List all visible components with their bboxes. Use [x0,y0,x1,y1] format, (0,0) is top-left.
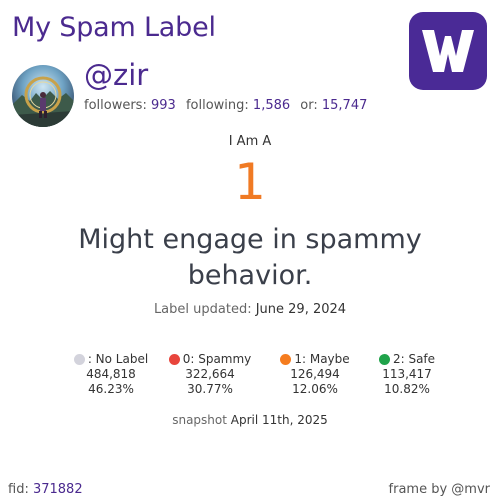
followers-label: followers: [84,98,147,113]
fid-label: fid: [8,482,29,497]
snapshot-info: snapshot April 11th, 2025 [0,413,500,427]
red-dot-icon [168,354,180,365]
label-description: Might engage in spammy behavior. [78,224,422,291]
legend-item-spammy: 0: Spammy 322,664 30.77% [155,352,265,397]
grey-dot-icon [73,354,85,365]
label-updated: Label updated: June 29, 2024 [0,302,500,317]
profile-handle[interactable]: @zir [84,58,149,92]
avatar [12,65,74,127]
or-label: or: [300,98,318,113]
legend-percent: 30.77% [187,382,233,396]
legend-item-maybe: 1: Maybe 126,494 12.06% [260,352,370,397]
label-updated-date: June 29, 2024 [255,302,347,317]
orange-dot-icon [280,354,292,365]
followers-count: 993 [150,98,176,113]
frame-credit[interactable]: frame by @mvr [388,482,490,497]
or-count: 15,747 [321,98,368,113]
legend-count: 322,664 [185,367,235,381]
legend-label: : No Label [87,352,149,366]
legend-item-no-label: : No Label 484,818 46.23% [56,352,166,397]
snapshot-date: April 11th, 2025 [230,413,328,427]
legend-percent: 12.06% [292,382,338,396]
legend-label: 0: Spammy [182,352,252,366]
label-distribution-legend: : No Label 484,818 46.23% 0: Spammy 322,… [0,352,500,402]
legend-percent: 10.82% [384,382,430,396]
legend-count: 113,417 [382,367,432,381]
w-logo-glyph [422,30,474,72]
legend-count: 126,494 [290,367,340,381]
fid-value: 371882 [32,482,83,497]
page-title: My Spam Label [12,12,216,43]
label-intro: I Am A [228,134,272,149]
legend-label: 1: Maybe [294,352,350,366]
following-count: 1,586 [252,98,291,113]
spam-label-value: 1 [234,153,266,211]
snapshot-label: snapshot [172,413,227,427]
label-updated-text: Label updated: [153,302,252,317]
legend-label: 2: Safe [392,352,436,366]
legend-item-safe: 2: Safe 113,417 10.82% [352,352,462,397]
legend-count: 484,818 [86,367,136,381]
profile-stats: followers: 993 following: 1,586 or: 15,7… [84,98,367,113]
fid-info: fid: 371882 [8,482,83,497]
legend-percent: 46.23% [88,382,134,396]
following-label: following: [185,98,249,113]
warpcast-logo-icon [409,12,487,90]
green-dot-icon [378,354,390,365]
